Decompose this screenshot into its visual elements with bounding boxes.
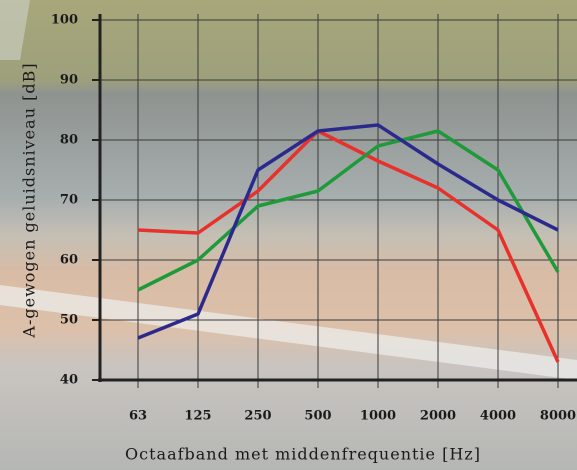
y-axis-label: A-gewogen geluidsniveau [dB]: [20, 62, 39, 338]
y-tick-label: 70: [60, 193, 78, 208]
chart: A-gewogen geluidsniveau [dB] Octaafband …: [0, 0, 577, 470]
x-tick-label: 1000: [360, 409, 396, 424]
background: [0, 0, 577, 470]
x-tick-label: 2000: [420, 409, 456, 424]
y-tick-label: 80: [60, 133, 78, 148]
x-tick-label: 4000: [480, 409, 516, 424]
x-axis-label: Octaafband met middenfrequentie [Hz]: [125, 445, 481, 464]
y-tick-label: 100: [51, 13, 78, 28]
x-tick-label: 63: [129, 409, 147, 424]
y-tick-label: 60: [60, 253, 78, 268]
x-tick-label: 125: [184, 409, 211, 424]
y-tick-label: 90: [60, 73, 78, 88]
y-tick-label: 50: [60, 313, 78, 328]
x-tick-label: 500: [304, 409, 331, 424]
y-tick-label: 40: [60, 373, 78, 388]
x-tick-label: 8000: [540, 409, 576, 424]
x-tick-label: 250: [244, 409, 271, 424]
